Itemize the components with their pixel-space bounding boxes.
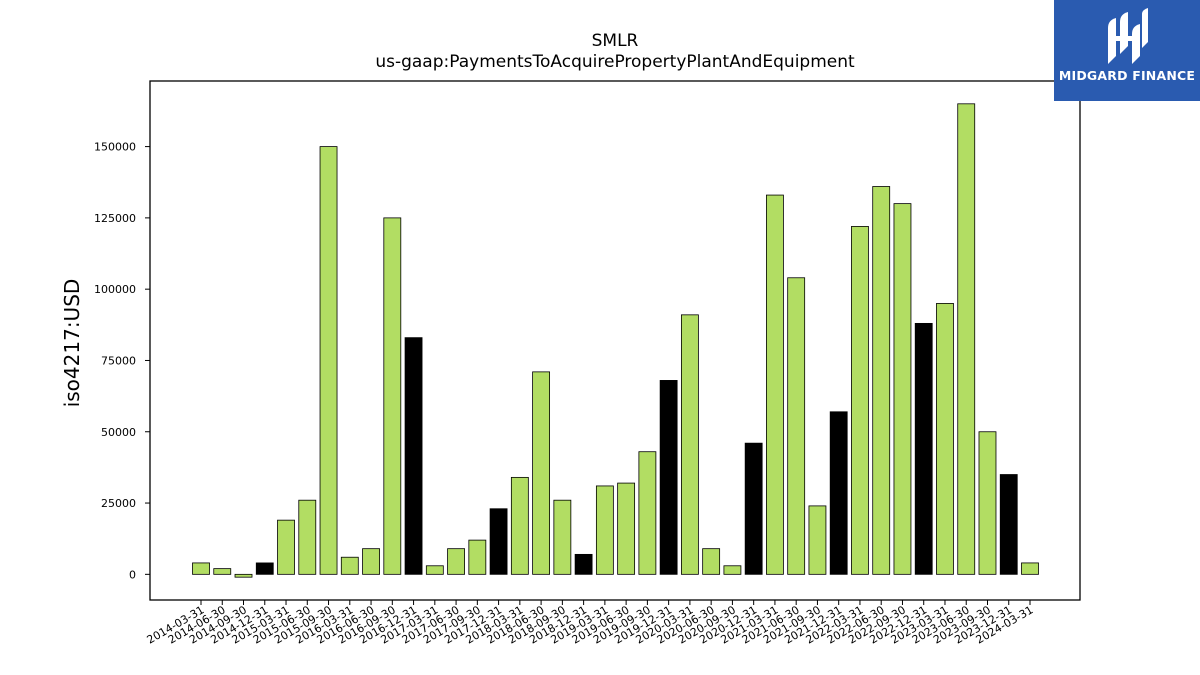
- bar: [192, 562, 210, 575]
- bar: [1021, 562, 1039, 575]
- y-axis-label: iso4217:USD: [60, 278, 84, 408]
- bar: [404, 337, 423, 575]
- midgard-logo-icon: [1108, 8, 1148, 64]
- chart-title: SMLR: [591, 31, 639, 51]
- bar: [957, 103, 976, 575]
- bar: [553, 499, 572, 575]
- y-axis-ticks: 0 25000 50000 75000 100000 125000 150000: [94, 141, 150, 581]
- logo-text: MIDGARD FINANCE: [1058, 68, 1196, 83]
- brand-logo: MIDGARD FINANCE: [1054, 0, 1200, 101]
- bar: [468, 539, 487, 575]
- bar: [574, 553, 593, 575]
- bar: [277, 519, 295, 575]
- bar: [893, 203, 912, 575]
- bar: [872, 186, 891, 575]
- x-axis-ticks: 2014-03-312014-06-302014-09-302014-12-31…: [145, 600, 1036, 647]
- bar: [702, 548, 721, 575]
- y-tick-label: 100000: [94, 283, 136, 296]
- bar: [680, 314, 699, 575]
- bar: [510, 476, 529, 575]
- bar: [808, 505, 827, 575]
- bar: [999, 474, 1018, 575]
- bar: [319, 146, 338, 575]
- chart-subtitle: us-gaap:PaymentsToAcquirePropertyPlantAn…: [375, 52, 855, 72]
- bar: [425, 565, 444, 575]
- bar: [213, 568, 232, 575]
- y-tick-label: 125000: [94, 212, 136, 225]
- bar: [766, 194, 784, 575]
- bar: [340, 556, 359, 575]
- y-tick-label: 50000: [101, 426, 136, 439]
- y-tick-label: 25000: [101, 497, 136, 510]
- bar: [723, 565, 742, 575]
- bar: [595, 485, 614, 575]
- bar: [234, 573, 253, 578]
- bar: [744, 442, 763, 575]
- bar: [829, 411, 848, 575]
- bar: [489, 508, 508, 575]
- plot-frame: [149, 80, 1081, 601]
- y-tick-label: 75000: [101, 354, 136, 367]
- y-tick-label: 0: [129, 568, 136, 581]
- bar: [851, 226, 869, 575]
- bars-group: [192, 103, 1039, 578]
- bar: [936, 303, 954, 575]
- bar: [659, 380, 678, 575]
- bar: [362, 548, 380, 575]
- bar: [638, 451, 657, 575]
- bar: [298, 499, 317, 575]
- bar: [914, 322, 933, 575]
- bar: [447, 548, 465, 575]
- bar: [255, 562, 274, 575]
- bar: [978, 431, 997, 575]
- bar: [532, 371, 551, 575]
- bar: [617, 482, 636, 575]
- y-tick-label: 150000: [94, 141, 136, 154]
- bar: [383, 217, 402, 575]
- bar: [787, 277, 806, 575]
